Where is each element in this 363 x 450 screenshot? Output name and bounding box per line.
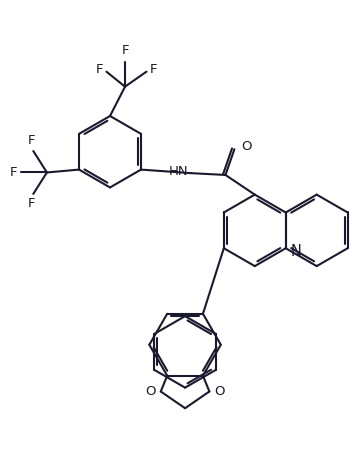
Text: F: F (9, 166, 17, 179)
Text: N: N (290, 243, 301, 259)
Text: F: F (121, 45, 129, 57)
Text: O: O (241, 140, 251, 153)
Text: O: O (146, 385, 156, 398)
Text: F: F (28, 135, 35, 148)
Text: HN: HN (169, 165, 189, 178)
Text: F: F (95, 63, 103, 76)
Text: O: O (214, 385, 225, 398)
Text: F: F (28, 198, 35, 211)
Text: F: F (150, 63, 158, 76)
